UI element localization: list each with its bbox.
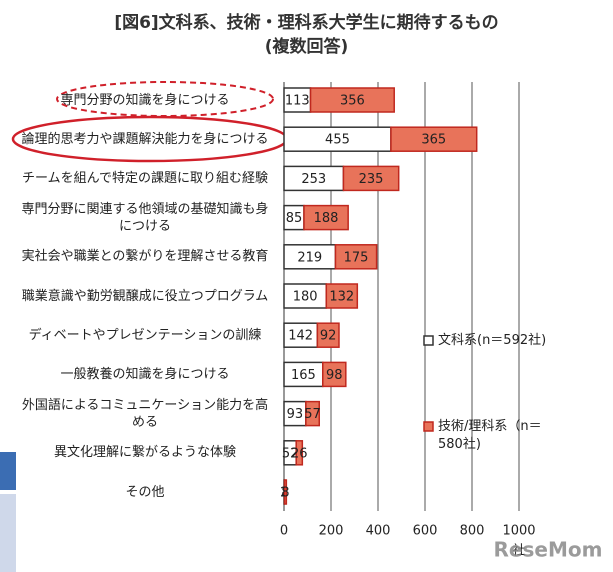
value-label: 235 — [359, 172, 384, 187]
x-tick-label: 0 — [280, 524, 288, 539]
category-label: 外国語によるコミュニケーション能力を高める — [21, 397, 269, 430]
chart-title: [図6]文科系、技術・理科系大学生に期待するもの — [114, 13, 499, 33]
value-label: 92 — [320, 329, 337, 344]
x-tick-label: 1000 — [502, 524, 535, 539]
legend-swatch — [423, 421, 434, 432]
bar-segment — [283, 165, 345, 192]
value-label: 26 — [291, 446, 308, 461]
bar-segment — [283, 322, 319, 348]
category-label: 職業意識や勤労観醸成に役立つプログラム — [21, 288, 269, 304]
value-label: 98 — [326, 368, 343, 383]
x-tick-label: 400 — [366, 524, 391, 539]
bar-segment — [342, 165, 400, 192]
value-label: 253 — [301, 172, 326, 187]
bar-segment — [309, 87, 395, 113]
bar-segment — [305, 400, 321, 427]
category-label: 専門分野の知識を身につける — [60, 92, 230, 108]
legend-swatch — [423, 335, 434, 346]
category-label: 実社会や職業との繋がりを理解させる教育 — [21, 249, 269, 265]
value-label: 356 — [340, 94, 365, 109]
bar-segment — [316, 322, 340, 348]
bar-segment — [322, 361, 347, 388]
x-tick-label: 800 — [460, 524, 485, 539]
legend-label: 技術/理科系（n＝580社) — [438, 419, 542, 452]
category-label: 専門分野に関連する他領域の基礎知識も身につける — [21, 201, 269, 234]
chart-subtitle: (複数回答) — [264, 37, 349, 57]
value-label: 219 — [297, 250, 322, 265]
bar-segment — [283, 283, 328, 309]
value-label: 188 — [314, 211, 339, 226]
category-label: チームを組んで特定の課題に取り組む経験 — [22, 170, 268, 186]
bar-segment — [303, 204, 349, 231]
value-label: 365 — [421, 133, 446, 148]
category-label: 論理的思考力や課題解決能力を身につける — [21, 131, 269, 147]
value-label: 85 — [286, 211, 303, 226]
value-label: 180 — [293, 290, 318, 305]
bar-segment — [295, 440, 304, 466]
bar-segment — [334, 244, 378, 270]
watermark: ReseMom — [494, 538, 603, 562]
value-label: 93 — [287, 407, 304, 422]
x-tick-label: 600 — [413, 524, 438, 539]
value-label: 57 — [304, 407, 321, 422]
x-unit-label: 社 — [512, 543, 525, 559]
side-decoration — [0, 494, 16, 572]
category-label: 異文化理解に繋がるような体験 — [53, 445, 236, 461]
bar-segment — [390, 126, 478, 152]
value-label: 165 — [291, 368, 316, 383]
category-label: ディベートやプレゼンテーションの訓練 — [28, 327, 262, 343]
category-label: その他 — [125, 484, 165, 500]
value-label: 113 — [285, 94, 310, 109]
value-label: 142 — [288, 329, 313, 344]
value-label: 8 — [281, 486, 289, 501]
category-label: 一般教養の知識を身につける — [60, 366, 230, 382]
x-tick-label: 200 — [319, 524, 344, 539]
value-label: 175 — [344, 250, 369, 265]
value-label: 52 — [282, 446, 299, 461]
bar-segment — [325, 283, 359, 309]
bar-segment — [283, 479, 288, 505]
value-label: 132 — [329, 290, 354, 305]
value-label: 455 — [325, 133, 350, 148]
bar-segment — [283, 87, 312, 113]
side-decoration — [0, 452, 16, 490]
bar-segment — [283, 244, 337, 270]
legend-label: 文科系(n＝592社) — [438, 333, 547, 348]
